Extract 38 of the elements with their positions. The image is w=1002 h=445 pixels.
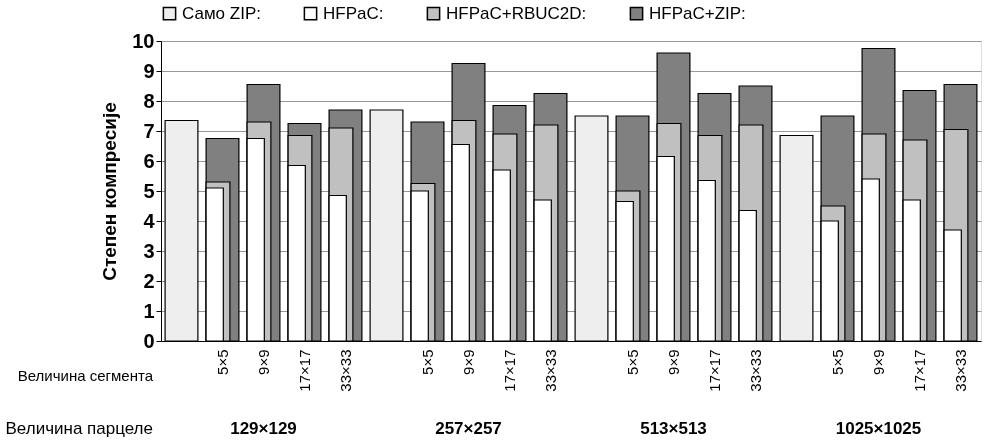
- x-tick-label: 5×5: [418, 349, 436, 375]
- x-tick-label: 33×33: [336, 349, 354, 392]
- y-tick-label: 0: [143, 329, 155, 352]
- x-tick-label: 9×9: [664, 349, 682, 375]
- x-tick-label: 17×17: [500, 349, 518, 392]
- text: 129×129: [230, 419, 297, 438]
- x-tick-label: 9×9: [459, 349, 477, 375]
- x-tick-label: 9×9: [254, 349, 272, 375]
- y-tick-label: 2: [143, 269, 155, 292]
- y-tick-label: 3: [143, 239, 155, 262]
- x-tick-label: 5×5: [213, 349, 231, 375]
- legend-label: HFPaC:: [323, 3, 384, 23]
- text: 257×257: [435, 419, 502, 438]
- x-tick-label: 33×33: [746, 349, 764, 392]
- y-axis-title: Степен компресије: [99, 102, 121, 281]
- legend-label: HFPaC+RBUC2D:: [446, 3, 587, 23]
- legend-label: Само ZIP:: [182, 3, 261, 23]
- text: 1025×1025: [835, 419, 922, 438]
- y-tick-label: 10: [132, 29, 155, 52]
- y-tick-label: 6: [143, 149, 155, 172]
- y-tick-label: 7: [143, 119, 155, 142]
- legend-label: HFPaC+ZIP:: [649, 3, 746, 23]
- x-tick-label: 17×17: [295, 349, 313, 392]
- x-tick-label: 33×33: [951, 349, 969, 392]
- x-tick-label: 33×33: [541, 349, 559, 392]
- y-tick-label: 8: [143, 89, 155, 112]
- y-tick-label: 1: [143, 299, 155, 322]
- x-tick-label: 5×5: [623, 349, 641, 375]
- x-tick-label: 17×17: [910, 349, 928, 392]
- x-tick-label: 17×17: [705, 349, 723, 392]
- x-tick-label: 9×9: [869, 349, 887, 375]
- y-tick-label: 5: [143, 179, 155, 202]
- y-tick-label: 4: [143, 209, 156, 232]
- x-tick-label: 5×5: [828, 349, 846, 375]
- text: 513×513: [640, 419, 707, 438]
- x-axis-title: Величина сегмента: [17, 367, 154, 384]
- y-tick-label: 9: [143, 59, 155, 82]
- text: Величина парцеле: [5, 419, 153, 438]
